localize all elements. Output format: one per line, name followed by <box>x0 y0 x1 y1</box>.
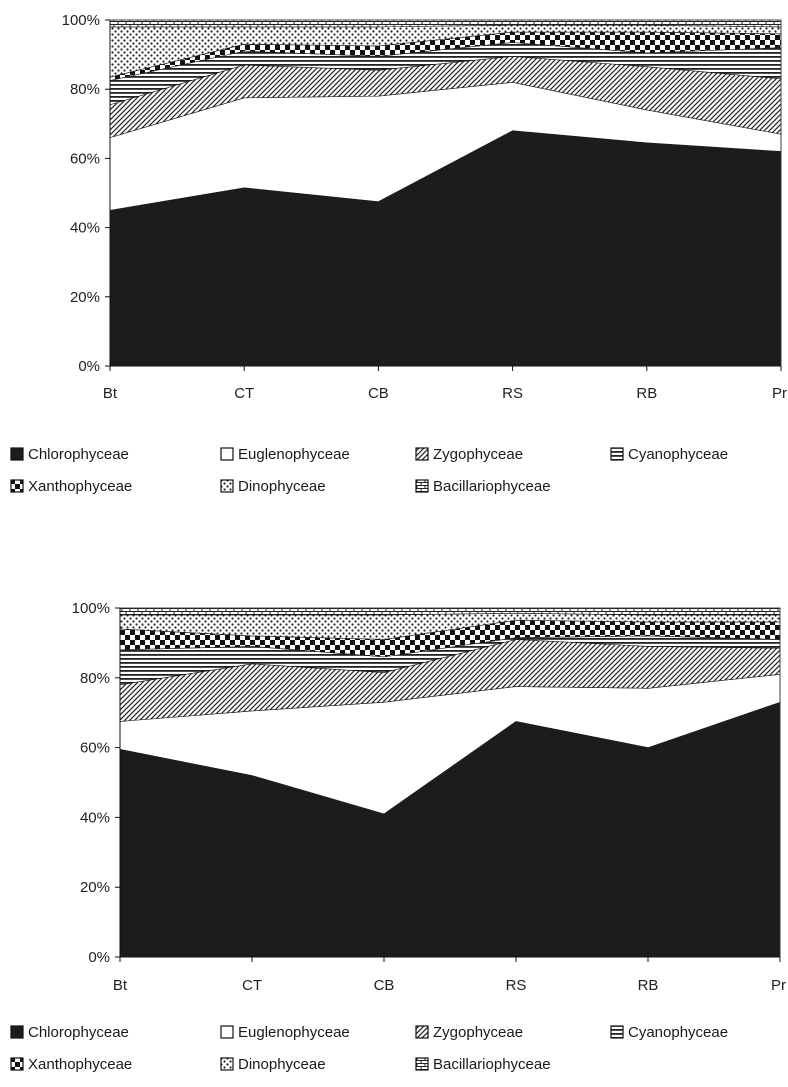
legend-row: Chlorophyceae Euglenophyceae Zygophyceae Cy… <box>10 1016 780 1048</box>
y-tick-label: 0% <box>78 358 100 375</box>
x-tick-label: RB <box>638 977 659 994</box>
legend-item-euglenophyceae: Euglenophyceae <box>220 1024 350 1041</box>
legend-label: Zygophyceae <box>433 1023 524 1041</box>
legend-swatch <box>220 1057 234 1071</box>
x-tick-label: Pr <box>772 385 787 402</box>
legend-swatch <box>10 1057 24 1071</box>
legend-label: Bacillariophyceae <box>433 1055 551 1073</box>
legend-label: Cyanophyceae <box>628 1023 729 1041</box>
legend-label: Zygophyceae <box>433 445 524 463</box>
x-tick-label: RB <box>636 385 657 402</box>
legend-label: Chlorophyceae <box>28 1023 129 1041</box>
area-bacillariophyceae <box>119 607 781 616</box>
legend-item-cyanophyceae: Cyanophyceae <box>610 1024 728 1041</box>
x-tick-label: Pr <box>771 977 786 994</box>
legend-swatch <box>415 1057 429 1071</box>
legend-swatch <box>415 447 429 461</box>
legend-item-bacillariophyceae: Bacillariophyceae <box>415 1056 551 1073</box>
legend-item-chlorophyceae: Chlorophyceae <box>10 446 129 463</box>
chart-top: 0% 20% 40% 60% 80% 100% Bt CT CB RS RB Pr <box>62 12 787 402</box>
y-tick-label: 20% <box>80 879 110 896</box>
chart-bottom: 0% 20% 40% 60% 80% 100% Bt CT CB RS RB Pr <box>72 600 786 994</box>
legend-label: Xanthophyceae <box>28 477 133 495</box>
legend-swatch <box>220 1025 234 1039</box>
x-tick-label: Bt <box>113 977 128 994</box>
legend-item-dinophyceae: Dinophyceae <box>220 478 326 495</box>
legend-label: Dinophyceae <box>238 477 326 495</box>
legend-label: Euglenophyceae <box>238 445 350 463</box>
legend-label: Chlorophyceae <box>28 445 129 463</box>
x-tick-label: CB <box>368 385 389 402</box>
y-tick-label: 80% <box>80 670 110 687</box>
legend-item-xanthophyceae: Xanthophyceae <box>10 478 132 495</box>
x-tick-label: Bt <box>103 385 118 402</box>
legend-item-dinophyceae: Dinophyceae <box>220 1056 326 1073</box>
legend-row: Chlorophyceae Euglenophyceae Zygophyceae Cy… <box>10 438 780 470</box>
legend-label: Euglenophyceae <box>238 1023 350 1041</box>
legend-item-zygophyceae: Zygophyceae <box>415 446 523 463</box>
y-tick-label: 100% <box>72 600 110 617</box>
legend-swatch <box>415 1025 429 1039</box>
legend-item-xanthophyceae: Xanthophyceae <box>10 1056 132 1073</box>
legend-swatch <box>220 447 234 461</box>
x-tick-label: RS <box>502 385 523 402</box>
legend-item-zygophyceae: Zygophyceae <box>415 1024 523 1041</box>
x-tick-label: CT <box>234 385 254 402</box>
legend-item-bacillariophyceae: Bacillariophyceae <box>415 478 551 495</box>
legend-swatch <box>610 447 624 461</box>
legend-swatch <box>10 447 24 461</box>
x-tick-label: CB <box>374 977 395 994</box>
x-tick-label: RS <box>506 977 527 994</box>
legend-item-cyanophyceae: Cyanophyceae <box>610 446 728 463</box>
legend-label: Cyanophyceae <box>628 445 729 463</box>
y-tick-label: 20% <box>70 289 100 306</box>
legend-swatch <box>610 1025 624 1039</box>
y-tick-label: 100% <box>62 12 100 29</box>
legend-swatch <box>220 479 234 493</box>
legend-top: Chlorophyceae Euglenophyceae Zygophyceae Cy… <box>10 438 780 502</box>
legend-row: Xanthophyceae Dinophyceae Bacillariophycea… <box>10 1048 780 1080</box>
y-tick-label: 60% <box>70 150 100 167</box>
area-bacillariophyceae <box>109 19 782 28</box>
y-tick-label: 60% <box>80 740 110 757</box>
legend-swatch <box>415 479 429 493</box>
legend-swatch <box>10 479 24 493</box>
legend-item-chlorophyceae: Chlorophyceae <box>10 1024 129 1041</box>
x-tick-label: CT <box>242 977 262 994</box>
y-tick-label: 80% <box>70 81 100 98</box>
legend-bottom: Chlorophyceae Euglenophyceae Zygophyceae Cy… <box>10 1016 780 1080</box>
legend-swatch <box>10 1025 24 1039</box>
legend-label: Dinophyceae <box>238 1055 326 1073</box>
legend-row: Xanthophyceae Dinophyceae Bacillariophycea… <box>10 470 780 502</box>
y-tick-label: 40% <box>70 220 100 237</box>
y-tick-label: 40% <box>80 809 110 826</box>
legend-label: Bacillariophyceae <box>433 477 551 495</box>
legend-item-euglenophyceae: Euglenophyceae <box>220 446 350 463</box>
y-tick-label: 0% <box>88 949 110 966</box>
legend-label: Xanthophyceae <box>28 1055 133 1073</box>
